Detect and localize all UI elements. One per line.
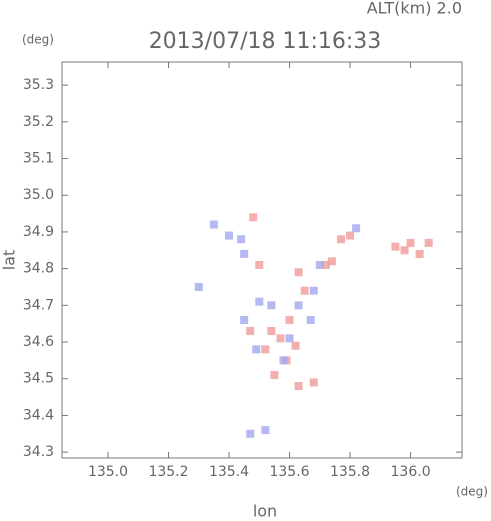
radar-cell	[391, 242, 400, 251]
radar-cell	[225, 231, 234, 240]
radar-cell	[240, 249, 249, 258]
radar-cell	[346, 231, 355, 240]
y-tick-label: 34.9	[23, 224, 54, 240]
radar-cell	[294, 382, 303, 391]
x-unit: (deg)	[456, 485, 488, 499]
radar-cell	[249, 213, 258, 222]
radar-cell	[261, 345, 270, 354]
radar-cell	[246, 327, 255, 336]
radar-cell	[321, 260, 330, 269]
radar-cell	[315, 260, 324, 269]
y-tick-label: 34.8	[23, 261, 54, 277]
y-tick-label: 34.4	[23, 407, 54, 423]
radar-cell	[285, 334, 294, 343]
radar-cell	[309, 286, 318, 295]
y-tick-label: 35.2	[23, 114, 54, 130]
x-tick-label: 136.0	[391, 464, 431, 480]
y-unit: (deg)	[22, 33, 54, 47]
radar-cell	[300, 286, 309, 295]
radar-cell	[352, 224, 361, 233]
radar-cell	[306, 316, 315, 325]
radar-cell	[276, 334, 285, 343]
y-axis-label: lat	[0, 250, 19, 271]
radar-cell	[267, 327, 276, 336]
radar-cell	[294, 268, 303, 277]
radar-cell	[424, 238, 433, 247]
x-axis-label: lon	[253, 502, 277, 521]
radar-cell	[294, 301, 303, 310]
radar-cell	[237, 235, 246, 244]
radar-cell	[279, 356, 288, 365]
radar-cell	[246, 429, 255, 438]
radar-cell	[336, 235, 345, 244]
x-tick-label: 135.8	[330, 464, 370, 480]
radar-cell	[291, 341, 300, 350]
y-tick-label: 35.0	[23, 187, 54, 203]
radar-cell	[252, 345, 261, 354]
radar-cell	[415, 249, 424, 258]
y-tick-label: 35.1	[23, 151, 54, 167]
x-tick-label: 135.0	[88, 464, 128, 480]
radar-cell	[406, 238, 415, 247]
x-tick-label: 135.2	[148, 464, 188, 480]
y-tick-label: 34.7	[23, 297, 54, 313]
y-tick-label: 34.5	[23, 371, 54, 387]
x-tick-label: 135.6	[269, 464, 309, 480]
radar-cell	[285, 316, 294, 325]
radar-cell	[255, 297, 264, 306]
y-tick-label: 35.3	[23, 77, 54, 93]
y-tick-label: 34.3	[23, 444, 54, 460]
radar-cell	[270, 371, 279, 380]
radar-cell	[261, 426, 270, 435]
y-tick-label: 34.6	[23, 334, 54, 350]
radar-cell	[309, 378, 318, 387]
radar-cell	[267, 301, 276, 310]
altitude-label: ALT(km) 2.0	[367, 0, 462, 18]
radar-cell	[327, 257, 336, 266]
radar-cell	[240, 316, 249, 325]
radar-cell	[255, 260, 264, 269]
x-tick-label: 135.4	[209, 464, 249, 480]
radar-cell	[194, 282, 203, 291]
plot-frame	[61, 61, 463, 459]
radar-cell	[209, 220, 218, 229]
radar-cell	[400, 246, 409, 255]
chart-title: 2013/07/18 11:16:33	[149, 29, 382, 54]
